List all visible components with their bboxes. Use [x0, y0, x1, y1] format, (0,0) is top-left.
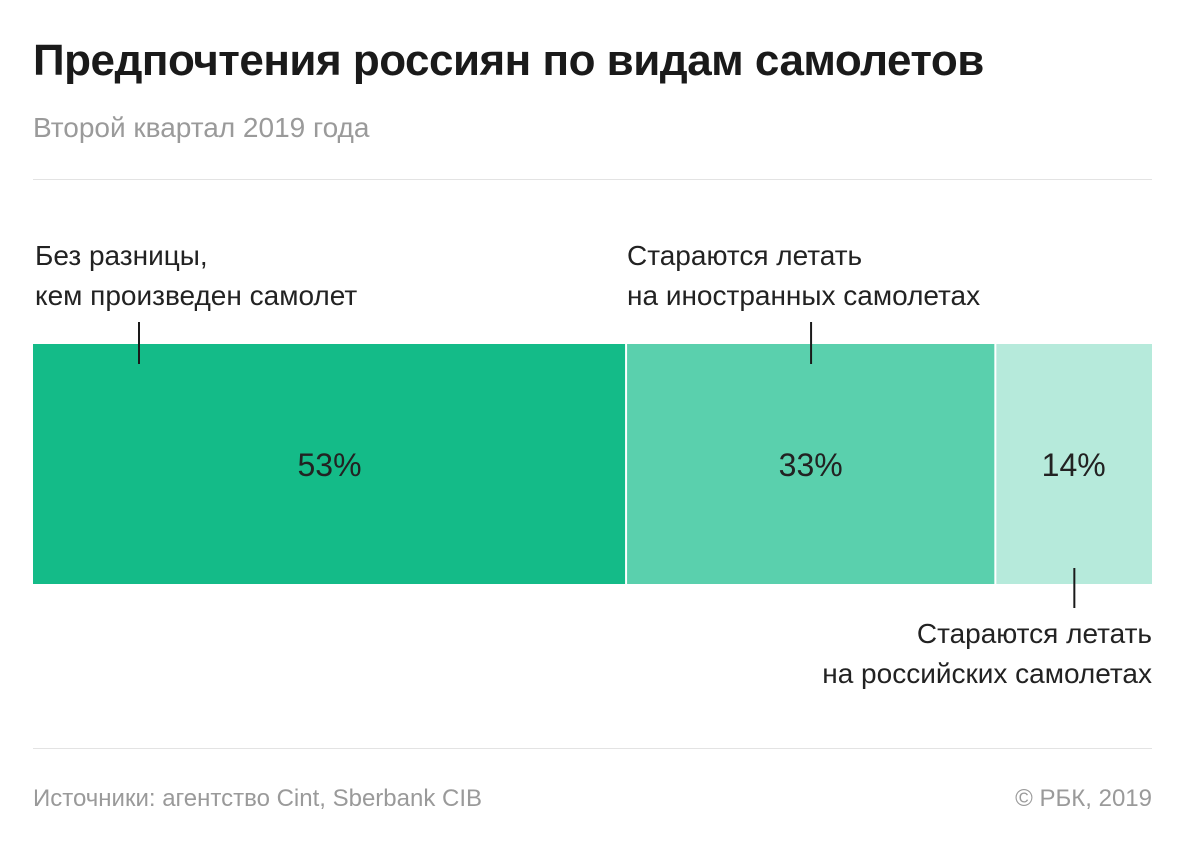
legend-label-line: Без разницы, [35, 240, 208, 271]
bottom-divider [33, 748, 1152, 749]
legend-label-no-difference: Без разницы, кем произведен самолет [35, 236, 357, 316]
source-note: Источники: агентство Cint, Sberbank CIB [33, 785, 483, 812]
chart-title: Предпочтения россиян по видам самолетов [33, 36, 984, 85]
top-divider [33, 179, 1152, 180]
legend-label-line: Стараются летать [627, 240, 863, 271]
legend-label-line: на иностранных самолетах [627, 280, 981, 311]
data-label: 53% [298, 447, 362, 483]
bar-segment [626, 344, 996, 584]
legend-label-line: Стараются летать [916, 618, 1152, 649]
legend-label-russian: Стараются летать на российских самолетах [822, 614, 1152, 694]
chart-subtitle: Второй квартал 2019 года [33, 112, 370, 143]
data-label: 33% [779, 447, 843, 483]
bar-segment [995, 344, 1152, 584]
bar-segment [33, 344, 627, 584]
legend-label-foreign: Стараются летать на иностранных самолета… [627, 236, 980, 316]
legend-label-line: на российских самолетах [822, 658, 1152, 689]
copyright-note: © РБК, 2019 [1015, 785, 1152, 812]
legend-label-line: кем произведен самолет [35, 280, 358, 311]
data-label: 14% [1042, 447, 1106, 483]
